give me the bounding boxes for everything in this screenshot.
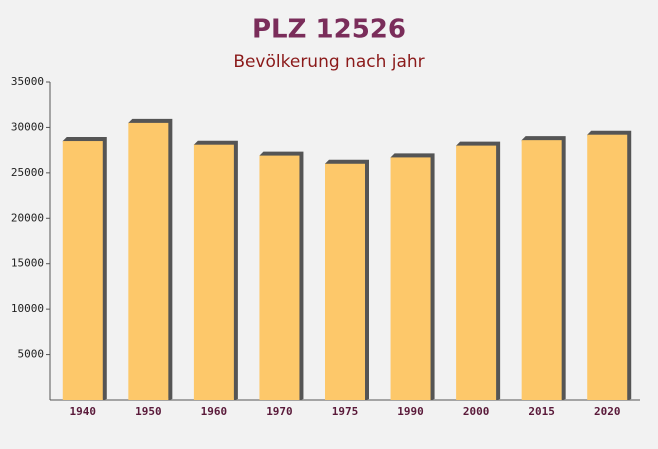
bar xyxy=(128,122,169,400)
x-tick-label: 1960 xyxy=(201,405,228,418)
bar xyxy=(62,141,103,401)
bar xyxy=(390,157,431,400)
x-tick-label: 1940 xyxy=(70,405,97,418)
x-tick-label: 2020 xyxy=(594,405,621,418)
bar xyxy=(193,144,234,400)
chart-subtitle: Bevölkerung nach jahr xyxy=(233,52,424,72)
bar xyxy=(259,155,300,400)
x-tick-label: 1970 xyxy=(266,405,293,418)
bar xyxy=(521,140,562,401)
bar xyxy=(456,145,497,400)
y-tick-label: 35000 xyxy=(11,75,44,88)
y-tick-label: 10000 xyxy=(11,302,44,315)
y-tick-label: 20000 xyxy=(11,211,44,224)
x-tick-label: 1990 xyxy=(397,405,424,418)
x-tick-label: 1975 xyxy=(332,405,359,418)
y-tick-label: 15000 xyxy=(11,257,44,270)
y-tick-label: 25000 xyxy=(11,166,44,179)
bar xyxy=(587,134,628,400)
chart-title: PLZ 12526 xyxy=(252,15,406,45)
x-tick-label: 2015 xyxy=(528,405,555,418)
x-tick-label: 2000 xyxy=(463,405,490,418)
x-tick-label: 1950 xyxy=(135,405,162,418)
y-tick-label: 5000 xyxy=(18,348,45,361)
bar xyxy=(325,163,365,400)
y-tick-label: 30000 xyxy=(11,120,44,133)
